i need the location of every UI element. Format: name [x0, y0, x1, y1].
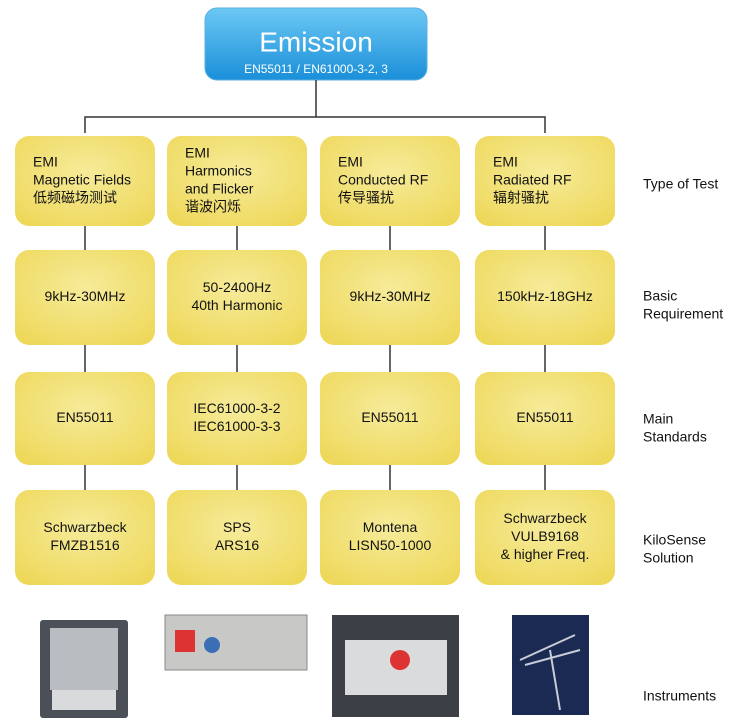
box-text: ARS16: [215, 537, 260, 553]
box-text: EMI: [493, 154, 518, 170]
box-text: EN55011: [56, 409, 114, 425]
row-label: Requirement: [643, 306, 723, 322]
row-label: Type of Test: [643, 176, 718, 192]
box-text: VULB9168: [511, 528, 579, 544]
row-label: Main: [643, 411, 673, 427]
box-text: EMI: [33, 154, 58, 170]
box-text: Magnetic Fields: [33, 172, 131, 188]
box-text: SPS: [223, 519, 251, 535]
row-label: Solution: [643, 550, 694, 566]
box-text: 低频磁场测试: [33, 190, 117, 206]
row-label: Standards: [643, 429, 707, 445]
row-label: Instruments: [643, 688, 716, 704]
box-text: EN55011: [516, 409, 574, 425]
box-text: EMI: [185, 145, 210, 161]
box-text: Conducted RF: [338, 172, 428, 188]
box-text: EN55011: [361, 409, 419, 425]
box-text: 辐射骚扰: [493, 190, 549, 206]
box-text: Schwarzbeck: [43, 519, 127, 535]
diagram: Emission EN55011 / EN61000-3-2, 3 EMI Mag…: [0, 0, 732, 720]
box-text: Schwarzbeck: [503, 510, 587, 526]
instrument-image: [52, 690, 116, 710]
box-text: Montena: [363, 519, 418, 535]
box-text: 9kHz-30MHz: [350, 288, 431, 304]
box-text: 9kHz-30MHz: [45, 288, 126, 304]
instrument-image: [204, 637, 220, 653]
box-text: 150kHz-18GHz: [497, 288, 593, 304]
box-text: 谐波闪烁: [185, 199, 241, 215]
box-text: & higher Freq.: [501, 546, 590, 562]
root-title: Emission: [259, 26, 373, 57]
box-text: 40th Harmonic: [191, 297, 282, 313]
box-text: LISN50-1000: [349, 537, 432, 553]
box-text: 50-2400Hz: [203, 279, 272, 295]
instrument-image: [175, 630, 195, 652]
box-text: IEC61000-3-2: [193, 400, 280, 416]
box-text: EMI: [338, 154, 363, 170]
box-text: Radiated RF: [493, 172, 572, 188]
instrument-images: [40, 615, 589, 718]
box-text: and Flicker: [185, 181, 254, 197]
instrument-image: [50, 628, 118, 690]
row-label: Basic: [643, 288, 677, 304]
root-subtitle: EN55011 / EN61000-3-2, 3: [244, 62, 388, 76]
instrument-image: [512, 615, 589, 715]
box-text: FMZB1516: [50, 537, 119, 553]
row-label: KiloSense: [643, 532, 706, 548]
box-text: Harmonics: [185, 163, 252, 179]
instrument-image: [390, 650, 410, 670]
box-text: 传导骚扰: [338, 190, 394, 206]
connector: [85, 80, 545, 133]
box-text: IEC61000-3-3: [193, 418, 280, 434]
